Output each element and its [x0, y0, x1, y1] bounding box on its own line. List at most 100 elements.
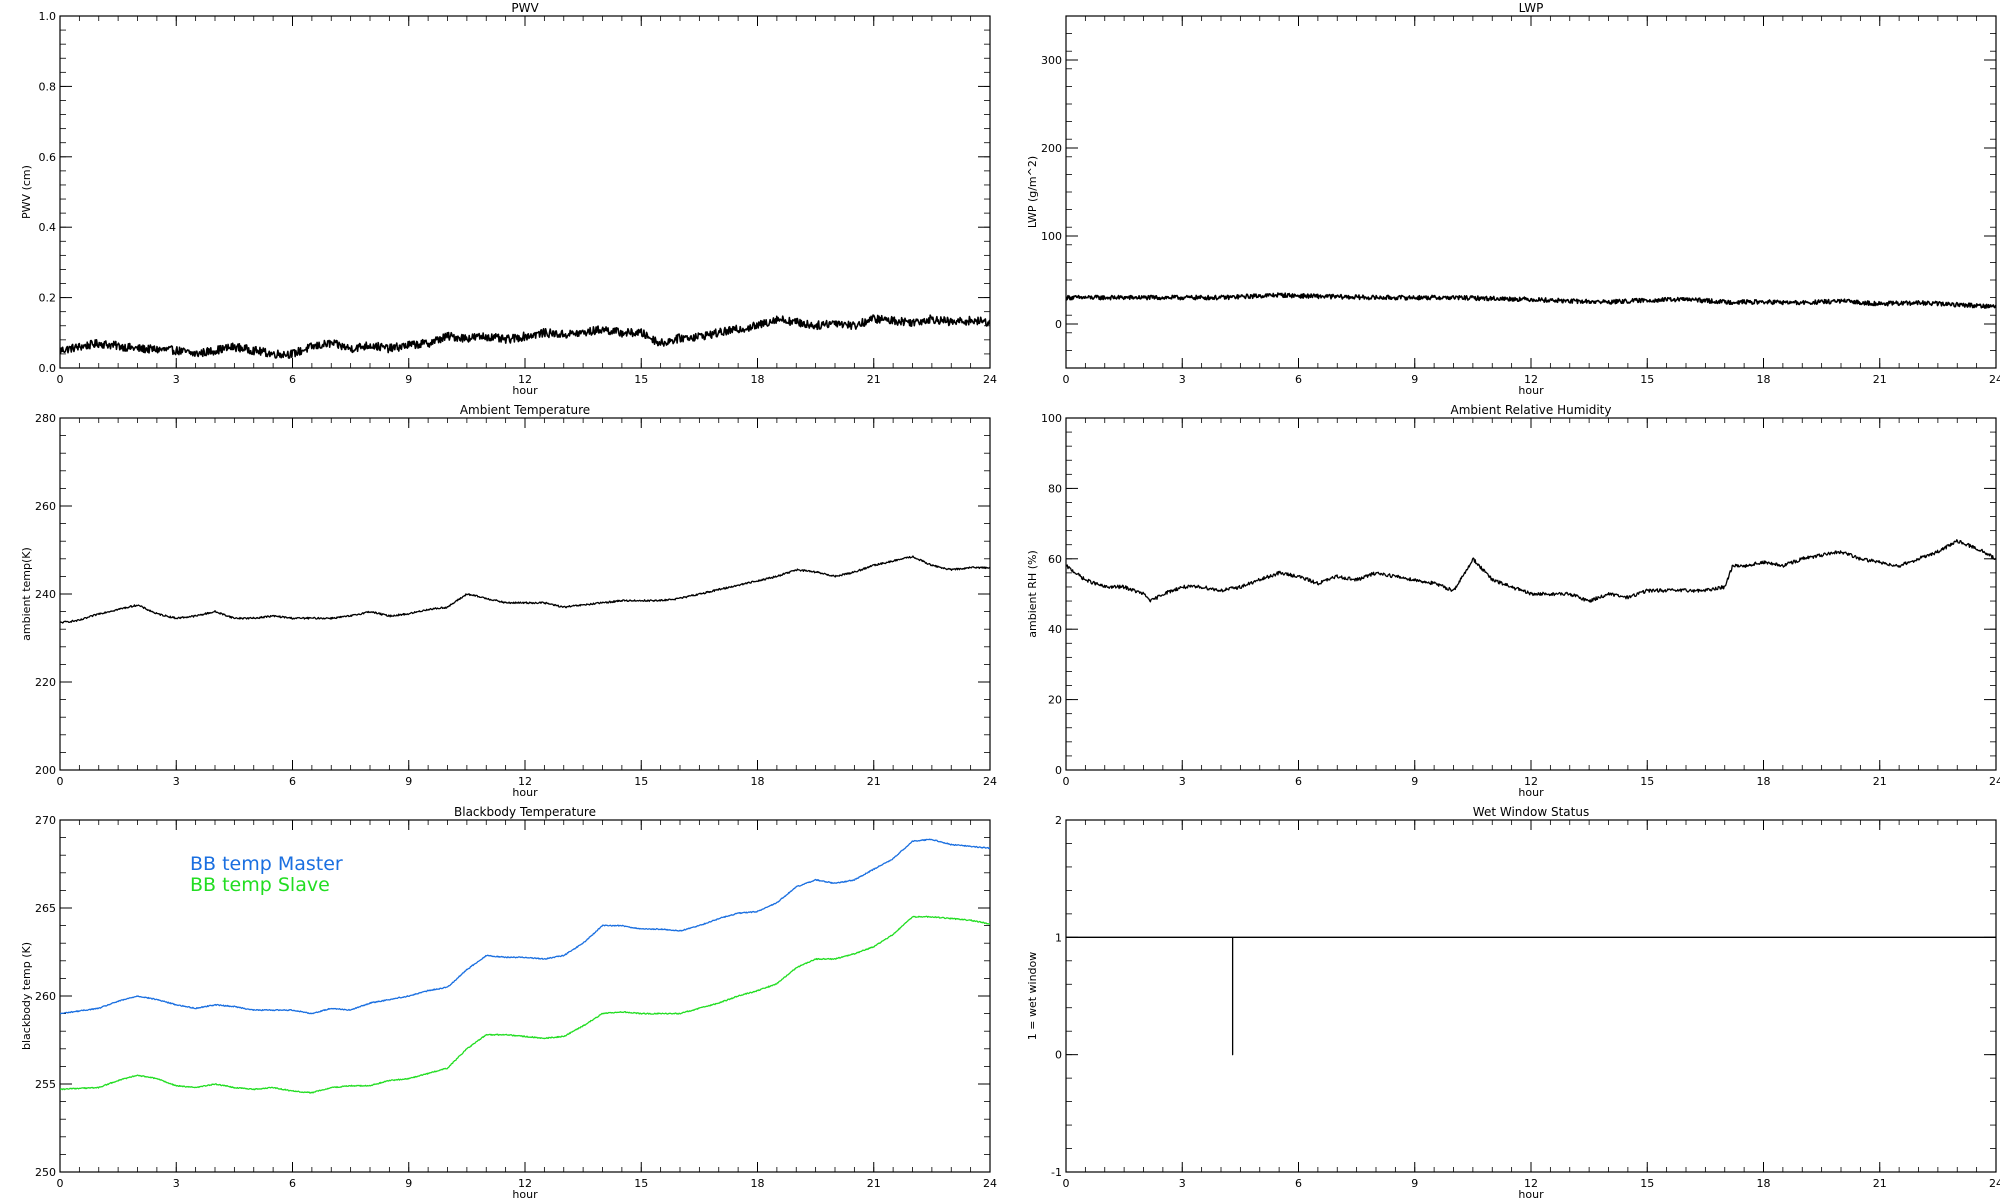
y-tick-label: 100: [1041, 230, 1062, 243]
y-tick-label: 270: [35, 814, 56, 827]
x-tick-label: 3: [173, 373, 180, 386]
y-tick-label: 0: [1055, 318, 1062, 331]
x-tick-label: 21: [867, 373, 881, 386]
x-tick-label: 18: [751, 775, 765, 788]
y-tick-label: 260: [35, 500, 56, 513]
x-tick-label: 15: [1640, 373, 1654, 386]
x-tick-label: 21: [1873, 775, 1887, 788]
y-axis-label: ambient RH (%): [1026, 550, 1039, 638]
plot-frame: [59, 417, 991, 771]
x-tick-label: 9: [405, 1177, 412, 1190]
x-tick-label: 3: [1179, 1177, 1186, 1190]
chart-panel-1: PWV 0 3 6 9 12 15 18 21 24 hour 0.0 0.2 0.4 0.6 0.8 1.0 P…: [20, 1, 997, 397]
x-axis-label: hour: [1518, 786, 1544, 799]
y-axis-label: ambient temp(K): [20, 547, 33, 641]
x-tick-label: 15: [634, 373, 648, 386]
chart-title: Ambient Relative Humidity: [1451, 403, 1612, 417]
y-tick-label: 0.0: [39, 362, 57, 375]
x-tick-label: 12: [1524, 1177, 1538, 1190]
x-axis-label: hour: [1518, 384, 1544, 397]
x-tick-label: 24: [1989, 775, 2000, 788]
y-tick-label: 0.6: [39, 151, 57, 164]
plot-frame: [1065, 417, 1997, 771]
y-tick-label: 0.8: [39, 80, 57, 93]
x-tick-label: 18: [1757, 1177, 1771, 1190]
x-tick-label: 24: [983, 1177, 997, 1190]
y-tick-label: 300: [1041, 54, 1062, 67]
y-tick-label: 250: [35, 1166, 56, 1179]
x-tick-label: 6: [289, 373, 296, 386]
x-tick-label: 15: [1640, 775, 1654, 788]
chart-title: Wet Window Status: [1473, 805, 1589, 819]
chart-title: PWV: [511, 1, 539, 15]
x-tick-label: 21: [1873, 1177, 1887, 1190]
x-tick-label: 0: [57, 373, 64, 386]
y-tick-label: 1.0: [39, 10, 57, 23]
x-tick-label: 9: [1411, 373, 1418, 386]
x-axis-label: hour: [1518, 1188, 1544, 1200]
y-tick-label: 2: [1055, 814, 1062, 827]
x-tick-label: 3: [1179, 373, 1186, 386]
x-axis-label: hour: [512, 1188, 538, 1200]
x-tick-label: 9: [1411, 775, 1418, 788]
x-tick-label: 3: [173, 775, 180, 788]
x-tick-label: 24: [1989, 1177, 2000, 1190]
y-axis-label: 1 = wet window: [1026, 952, 1039, 1041]
x-tick-label: 6: [1295, 1177, 1302, 1190]
y-tick-label: 0.4: [39, 221, 57, 234]
x-tick-label: 12: [1524, 373, 1538, 386]
y-tick-label: 80: [1048, 482, 1062, 495]
chart-panel-2: LWP 0 3 6 9 12 15 18 21 24 hour 0 100 200 300 LWP (g/m^…: [1026, 1, 2000, 397]
x-tick-label: 12: [518, 1177, 532, 1190]
x-tick-label: 21: [867, 1177, 881, 1190]
legend-entry: BB temp Master: [190, 853, 343, 875]
chart-panel-5: Blackbody Temperature 0 3 6 9 12 15 18 21 24 hour 2…: [20, 805, 997, 1200]
x-tick-label: 21: [867, 775, 881, 788]
chart-title: Blackbody Temperature: [454, 805, 596, 819]
y-tick-label: 255: [35, 1078, 56, 1091]
x-tick-label: 18: [751, 1177, 765, 1190]
x-tick-label: 3: [1179, 775, 1186, 788]
y-tick-label: 280: [35, 412, 56, 425]
series-line-1: [60, 314, 990, 359]
x-tick-label: 12: [518, 373, 532, 386]
x-tick-label: 24: [983, 775, 997, 788]
x-tick-label: 9: [1411, 1177, 1418, 1190]
x-tick-label: 6: [1295, 775, 1302, 788]
x-tick-label: 15: [1640, 1177, 1654, 1190]
series-line-1: [1066, 292, 1996, 309]
x-tick-label: 0: [1063, 373, 1070, 386]
x-tick-label: 0: [1063, 1177, 1070, 1190]
y-axis-label: blackbody temp (K): [20, 942, 33, 1050]
chart-panel-3: Ambient Temperature 0 3 6 9 12 15 18 21 24 hour 200…: [20, 403, 997, 799]
y-tick-label: 200: [35, 764, 56, 777]
x-tick-label: 15: [634, 775, 648, 788]
x-tick-label: 12: [518, 775, 532, 788]
x-tick-label: 6: [289, 775, 296, 788]
x-axis-label: hour: [512, 384, 538, 397]
chart-panel-4: Ambient Relative Humidity 0 3 6 9 12 15 18 21 24 h…: [1026, 403, 2000, 799]
x-tick-label: 12: [1524, 775, 1538, 788]
y-tick-label: 100: [1041, 412, 1062, 425]
y-axis-label: PWV (cm): [20, 165, 33, 219]
y-tick-label: 1: [1055, 931, 1062, 944]
series-line-1: [60, 555, 990, 624]
chart-title: LWP: [1519, 1, 1544, 15]
y-tick-label: 40: [1048, 623, 1062, 636]
plot-frame: [1065, 15, 1997, 369]
x-tick-label: 9: [405, 775, 412, 788]
y-tick-label: 60: [1048, 553, 1062, 566]
series-line-1: [60, 838, 990, 1015]
y-tick-label: 220: [35, 676, 56, 689]
x-tick-label: 3: [173, 1177, 180, 1190]
x-tick-label: 24: [983, 373, 997, 386]
x-tick-label: 6: [289, 1177, 296, 1190]
y-tick-label: 0: [1055, 764, 1062, 777]
x-tick-label: 18: [1757, 373, 1771, 386]
x-tick-label: 0: [57, 1177, 64, 1190]
x-tick-label: 0: [1063, 775, 1070, 788]
chart-title: Ambient Temperature: [460, 403, 590, 417]
series-line-2: [60, 915, 990, 1094]
x-tick-label: 21: [1873, 373, 1887, 386]
